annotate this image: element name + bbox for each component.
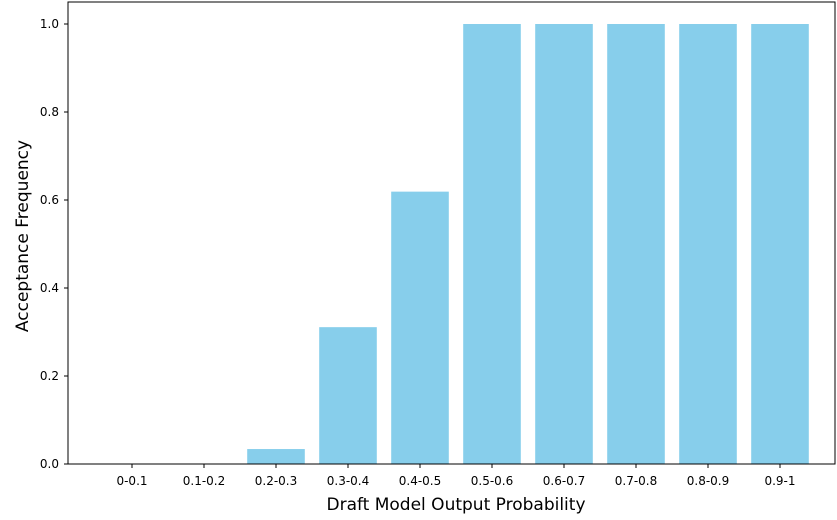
x-axis-title: Draft Model Output Probability	[326, 495, 585, 515]
x-tick-label: 0.1-0.2	[183, 474, 226, 488]
y-axis-title: Acceptance Frequency	[13, 140, 33, 332]
bars-group	[247, 24, 809, 464]
bar-0.9-1	[751, 24, 809, 464]
x-tick-label: 0.2-0.3	[255, 474, 298, 488]
x-tick-label: 0.8-0.9	[687, 474, 730, 488]
y-axis: 0.0 0.2 0.4 0.6 0.8 1.0	[40, 17, 68, 471]
x-axis: 0-0.1 0.1-0.2 0.2-0.3 0.3-0.4 0.4-0.5 0.5-0.6…	[116, 464, 796, 488]
x-tick-label: 0.6-0.7	[543, 474, 586, 488]
plot-frame	[67, 1, 836, 465]
bar-0.8-0.9	[679, 24, 737, 464]
y-tick-label: 1.0	[40, 17, 59, 31]
x-tick-label: 0.3-0.4	[327, 474, 370, 488]
x-tick-label: 0.5-0.6	[471, 474, 514, 488]
y-tick-label: 0.0	[40, 457, 59, 471]
bar-0.3-0.4	[319, 327, 377, 464]
x-tick-label: 0.9-1	[764, 474, 795, 488]
y-tick-label: 0.4	[40, 281, 59, 295]
bar-0.5-0.6	[463, 24, 521, 464]
y-tick-label: 0.6	[40, 193, 59, 207]
bar-0.4-0.5	[391, 191, 449, 464]
x-tick-label: 0.4-0.5	[399, 474, 442, 488]
bar-0.7-0.8	[607, 24, 665, 464]
x-tick-label: 0.7-0.8	[615, 474, 658, 488]
bar-0.6-0.7	[535, 24, 593, 464]
y-tick-label: 0.8	[40, 105, 59, 119]
y-tick-label: 0.2	[40, 369, 59, 383]
x-tick-label: 0-0.1	[116, 474, 147, 488]
bar-0.2-0.3	[247, 449, 305, 464]
